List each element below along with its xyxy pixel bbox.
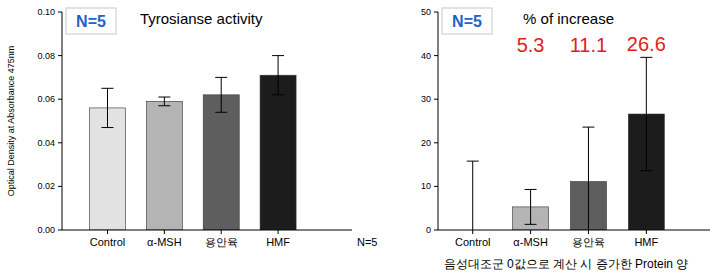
error-cap	[272, 55, 284, 56]
y-tick	[58, 55, 62, 56]
bar	[260, 75, 296, 230]
y-tick-label: 0.10	[37, 7, 55, 17]
y-tick	[58, 142, 62, 143]
error-cap	[215, 112, 227, 113]
error-line	[221, 77, 222, 112]
x-tick	[472, 230, 473, 234]
x-tick-label: α-MSH	[147, 236, 182, 248]
error-cap	[525, 224, 537, 225]
error-line	[278, 56, 279, 95]
x-tick-label: Control	[90, 236, 125, 248]
y-tick-label: 0.06	[37, 94, 55, 104]
error-bar	[582, 127, 594, 230]
x-tick	[107, 230, 108, 234]
x-tick	[646, 230, 647, 234]
y-tick	[58, 230, 62, 231]
marks	[467, 57, 665, 230]
error-cap	[640, 57, 652, 58]
badge-box	[442, 8, 492, 34]
error-cap	[640, 170, 652, 171]
y-tick	[434, 230, 438, 231]
error-bar	[467, 161, 479, 230]
x-axis	[438, 230, 710, 231]
error-cap	[158, 105, 170, 106]
error-line	[107, 88, 108, 127]
error-line	[530, 189, 531, 224]
x-tick	[221, 230, 222, 234]
y-tick	[58, 186, 62, 187]
y-tick-label: 0	[426, 225, 431, 235]
error-line	[472, 161, 473, 230]
y-axis	[62, 12, 63, 230]
x-tick-label: Control	[455, 236, 490, 248]
error-cap	[582, 127, 594, 128]
y-tick-label: 0.02	[37, 181, 55, 191]
y-tick	[434, 12, 438, 13]
error-bar	[525, 189, 537, 224]
y-tick	[434, 55, 438, 56]
y-tick	[58, 99, 62, 100]
x-tick	[164, 230, 165, 234]
badge-box	[66, 8, 116, 34]
error-bar	[272, 56, 284, 95]
error-bar	[158, 97, 170, 106]
y-tick-label: 0.08	[37, 51, 55, 61]
y-tick-label: 10	[421, 181, 431, 191]
x-tick	[278, 230, 279, 234]
badge-text: N=5	[452, 13, 482, 30]
x-tick-label: 용안육	[205, 236, 238, 248]
error-cap	[215, 77, 227, 78]
x-axis	[62, 230, 352, 231]
x-tick-label: HMF	[266, 236, 290, 248]
error-cap	[467, 161, 479, 162]
error-line	[646, 57, 647, 170]
error-bar	[640, 57, 652, 170]
x-tick-label: α-MSH	[513, 236, 548, 248]
y-tick	[434, 186, 438, 187]
background	[0, 0, 722, 276]
error-cap	[525, 189, 537, 190]
y-tick-label: 30	[421, 94, 431, 104]
error-cap	[101, 88, 113, 89]
y-tick	[58, 12, 62, 13]
error-line	[588, 127, 589, 230]
error-cap	[272, 94, 284, 95]
badge-text: N=5	[76, 13, 106, 30]
y-tick-label: 0.00	[37, 225, 55, 235]
x-tick-label: HMF	[634, 236, 658, 248]
error-bar	[215, 77, 227, 112]
marks	[89, 56, 296, 230]
x-axis-label: 음성대조군 0값으로 계산 시 증가한 Protein 양	[444, 257, 689, 271]
y-tick	[434, 99, 438, 100]
bar	[203, 95, 239, 230]
error-line	[164, 97, 165, 106]
bar	[146, 101, 182, 230]
x-tick-label: 용안육	[572, 236, 605, 248]
chart-1: 0 10 20 30 40 50 Control α-MSH 용안육 HMF 음성대조군 0값으로 …	[421, 7, 710, 276]
error-cap	[158, 97, 170, 98]
title: Tyrosianse activity	[140, 10, 263, 27]
y-axis-label: Optical Density at Absorbance 475nm	[6, 46, 16, 197]
y-tick	[434, 142, 438, 143]
y-tick-label: 0.04	[37, 138, 55, 148]
data-label: 5.3	[517, 34, 545, 56]
canvas: 0.00 0.02 0.04 0.06 0.08 0.10 Control α-MSH 용안육 H…	[0, 0, 722, 276]
error-cap	[101, 127, 113, 128]
y-tick-label: 50	[421, 7, 431, 17]
data-label: 11.1	[570, 34, 607, 56]
title: % of increase	[523, 10, 614, 27]
y-axis	[438, 12, 439, 230]
annotation: N=5	[357, 236, 378, 248]
x-tick	[530, 230, 531, 234]
error-bar	[101, 88, 113, 127]
chart-0: 0.00 0.02 0.04 0.06 0.08 0.10 Control α-MSH 용안육 H…	[6, 7, 378, 248]
x-tick	[588, 230, 589, 234]
data-label: 26.6	[627, 33, 666, 55]
y-tick-label: 40	[421, 51, 431, 61]
y-tick-label: 20	[421, 138, 431, 148]
